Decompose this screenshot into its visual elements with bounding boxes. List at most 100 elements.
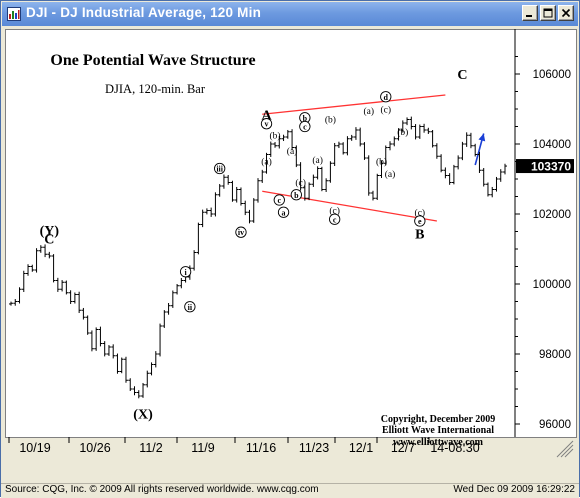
price-tick-label: 104000 <box>533 139 571 151</box>
price-bar <box>256 178 260 203</box>
price-bar <box>115 353 120 374</box>
price-bar <box>345 136 350 156</box>
chart-title: One Potential Wave Structure <box>50 52 255 69</box>
wave-label: (b) <box>325 115 336 126</box>
price-bar <box>490 186 495 198</box>
wave-label-text: (Y) <box>40 224 60 239</box>
price-bar <box>26 264 31 276</box>
price-bar <box>328 161 333 183</box>
price-chart[interactable]: (Y)C(X)iiiiiiivAv(b)(a)ca(a)(c)bbc(a)(b)… <box>5 29 577 459</box>
wave-label-text: (a) <box>385 169 396 180</box>
wave-label-text: (c) <box>380 105 391 116</box>
price-bar <box>94 327 99 351</box>
wave-label-circle <box>290 189 302 201</box>
wave-label: (a) <box>287 146 298 157</box>
price-bar <box>153 351 158 368</box>
price-bar <box>204 208 209 215</box>
price-bar <box>324 178 329 192</box>
price-bar <box>353 127 358 140</box>
price-bar <box>307 182 312 201</box>
price-bar <box>251 198 256 223</box>
wave-label-text: (b) <box>325 115 336 126</box>
date-tick: 11/9 <box>176 437 215 455</box>
wave-label-text: B <box>415 227 424 242</box>
date-tick: 14-08:30 <box>428 437 480 455</box>
wave-label: (a) <box>261 157 272 168</box>
price-bar <box>64 280 69 295</box>
price-bar <box>290 129 295 151</box>
price-bar <box>89 330 94 352</box>
wave-label-text: c <box>278 196 282 205</box>
date-tick: 11/23 <box>287 437 329 455</box>
price-bar <box>30 264 35 272</box>
wave-label: (b) <box>376 157 387 168</box>
wave-label: c <box>273 194 285 206</box>
price-bar <box>388 141 393 151</box>
copyright-line-1: Copyright, December 2009 <box>381 414 496 425</box>
projection-arrow <box>474 133 486 166</box>
close-button[interactable] <box>558 5 574 21</box>
price-bar <box>332 142 337 167</box>
date-tick: 10/19 <box>8 437 51 455</box>
wave-label-circle <box>273 194 285 206</box>
wave-label-text: C <box>457 68 467 83</box>
wave-label-text: a <box>282 208 286 217</box>
wave-label: B <box>415 227 424 242</box>
wave-label-circle <box>277 206 290 218</box>
wave-label: A <box>261 108 272 123</box>
price-bar <box>85 315 90 335</box>
wave-label: c <box>329 213 341 225</box>
price-bars <box>9 116 507 399</box>
wave-label-text: b <box>294 191 299 200</box>
wave-label: C <box>457 68 467 83</box>
wave-label: (a) <box>312 155 323 166</box>
wave-label-circle <box>214 162 226 175</box>
price-bar <box>200 209 205 228</box>
price-bar <box>311 174 316 187</box>
price-tick-label: 98000 <box>539 349 571 361</box>
price-bar <box>498 169 503 182</box>
maximize-button[interactable] <box>540 5 556 21</box>
wave-label-text: e <box>418 217 422 226</box>
price-bar <box>298 162 303 191</box>
price-bar <box>456 155 461 170</box>
price-tick-label: 102000 <box>533 209 571 221</box>
price-bar <box>349 134 354 141</box>
wave-label: i <box>179 266 192 278</box>
wave-label-text: (c) <box>415 207 426 218</box>
price-bar <box>145 370 150 388</box>
price-bar <box>392 136 397 147</box>
price-bar <box>434 143 439 159</box>
price-bar <box>43 244 48 258</box>
price-bar <box>494 176 499 192</box>
price-bar <box>260 169 265 183</box>
title-bar[interactable]: DJI - DJ Industrial Average, 120 Min <box>2 2 578 26</box>
price-bar <box>34 248 39 273</box>
arrow-head <box>478 133 486 142</box>
channel-line <box>262 190 437 222</box>
wave-label-text: ii <box>188 303 193 312</box>
wave-label-text: c <box>303 123 307 132</box>
date-axis: 10/19 10/26 11/2 11/9 11/16 11/23 12/1 12/7 14-0… <box>5 437 577 459</box>
date-tick-label: 11/23 <box>299 441 329 455</box>
wave-label: b <box>290 189 302 201</box>
wave-label-text: (b) <box>269 130 280 141</box>
wave-label-text: C <box>44 233 54 248</box>
price-bar <box>302 185 307 201</box>
current-price-box <box>516 159 574 174</box>
price-bar <box>481 168 486 187</box>
price-bar <box>277 135 282 149</box>
price-bar <box>102 341 107 357</box>
price-bar <box>341 142 346 155</box>
copyright-line-3: www.elliottwave.com <box>393 437 484 448</box>
price-bar <box>123 356 128 383</box>
price-bar <box>409 116 414 130</box>
price-bar <box>247 209 252 224</box>
price-bar <box>319 166 324 192</box>
current-price-label: 103370 <box>531 160 571 174</box>
price-bar <box>98 326 103 347</box>
price-bar <box>38 245 43 253</box>
minimize-button[interactable] <box>522 5 538 21</box>
price-bar <box>417 124 422 139</box>
